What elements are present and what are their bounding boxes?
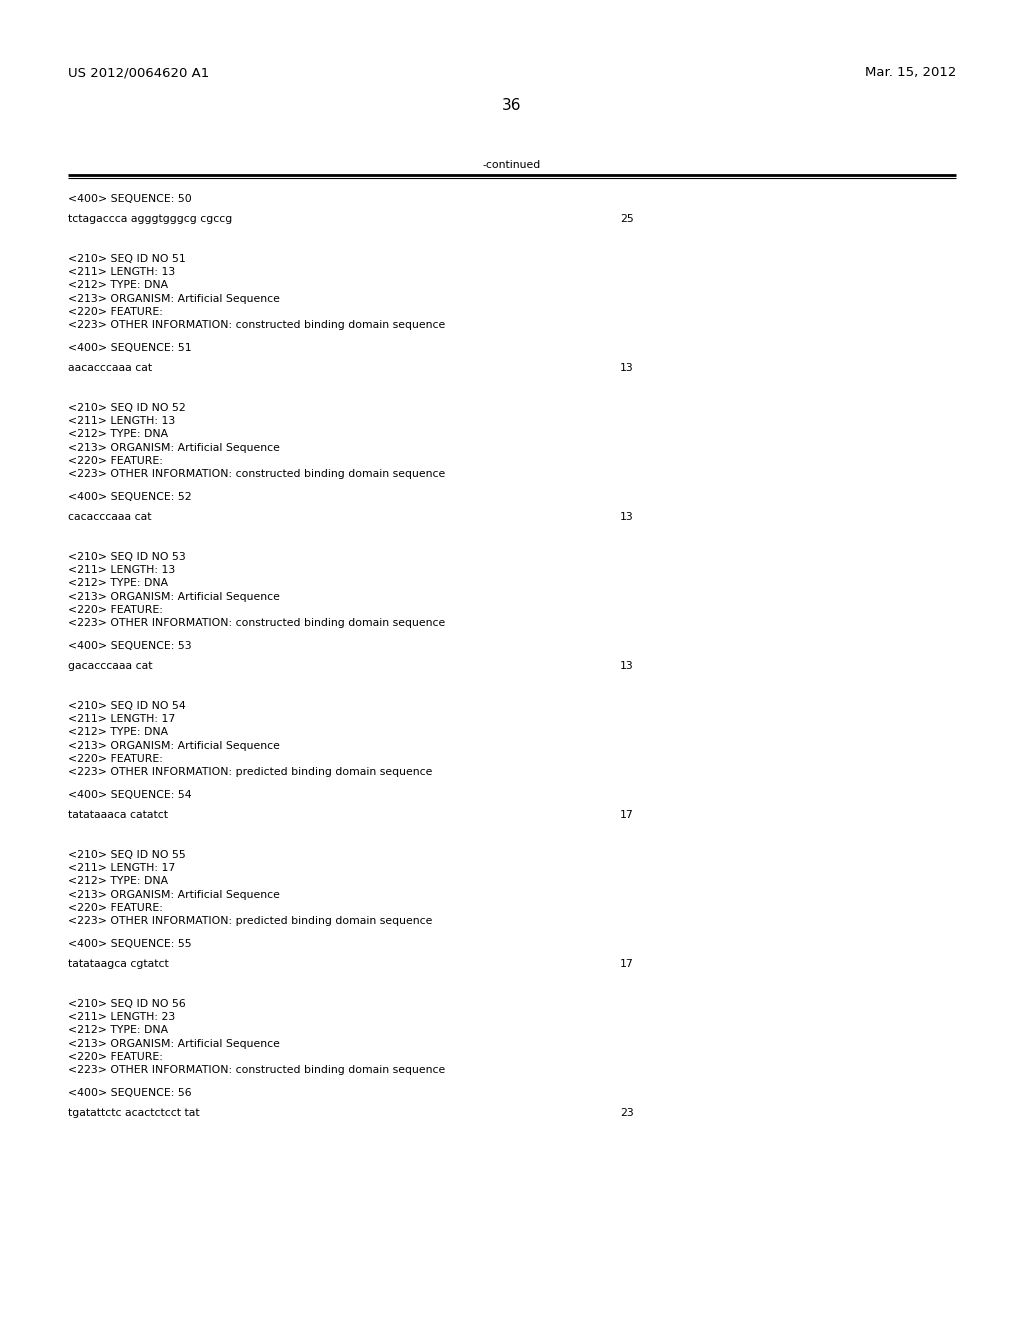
Text: <210> SEQ ID NO 54: <210> SEQ ID NO 54 [68,701,185,710]
Text: <223> OTHER INFORMATION: predicted binding domain sequence: <223> OTHER INFORMATION: predicted bindi… [68,916,432,927]
Text: 23: 23 [620,1107,634,1118]
Text: <211> LENGTH: 17: <211> LENGTH: 17 [68,863,175,873]
Text: <400> SEQUENCE: 50: <400> SEQUENCE: 50 [68,194,191,205]
Text: <210> SEQ ID NO 55: <210> SEQ ID NO 55 [68,850,185,859]
Text: <220> FEATURE:: <220> FEATURE: [68,605,163,615]
Text: <213> ORGANISM: Artificial Sequence: <213> ORGANISM: Artificial Sequence [68,591,280,602]
Text: tgatattctc acactctcct tat: tgatattctc acactctcct tat [68,1107,200,1118]
Text: <212> TYPE: DNA: <212> TYPE: DNA [68,578,168,589]
Text: 17: 17 [620,958,634,969]
Text: <223> OTHER INFORMATION: constructed binding domain sequence: <223> OTHER INFORMATION: constructed bin… [68,618,445,628]
Text: <400> SEQUENCE: 54: <400> SEQUENCE: 54 [68,789,191,800]
Text: 13: 13 [620,363,634,374]
Text: <212> TYPE: DNA: <212> TYPE: DNA [68,280,168,290]
Text: <213> ORGANISM: Artificial Sequence: <213> ORGANISM: Artificial Sequence [68,294,280,304]
Text: <223> OTHER INFORMATION: constructed binding domain sequence: <223> OTHER INFORMATION: constructed bin… [68,1065,445,1076]
Text: <223> OTHER INFORMATION: constructed binding domain sequence: <223> OTHER INFORMATION: constructed bin… [68,470,445,479]
Text: <213> ORGANISM: Artificial Sequence: <213> ORGANISM: Artificial Sequence [68,741,280,751]
Text: <220> FEATURE:: <220> FEATURE: [68,1052,163,1061]
Text: <210> SEQ ID NO 52: <210> SEQ ID NO 52 [68,403,185,413]
Text: <212> TYPE: DNA: <212> TYPE: DNA [68,429,168,440]
Text: <400> SEQUENCE: 56: <400> SEQUENCE: 56 [68,1088,191,1098]
Text: <212> TYPE: DNA: <212> TYPE: DNA [68,1026,168,1035]
Text: tatataaaca catatct: tatataaaca catatct [68,809,168,820]
Text: US 2012/0064620 A1: US 2012/0064620 A1 [68,66,209,79]
Text: <400> SEQUENCE: 52: <400> SEQUENCE: 52 [68,492,191,502]
Text: -continued: -continued [483,160,541,170]
Text: <210> SEQ ID NO 51: <210> SEQ ID NO 51 [68,253,185,264]
Text: tctagaccca agggtgggcg cgccg: tctagaccca agggtgggcg cgccg [68,214,232,224]
Text: <220> FEATURE:: <220> FEATURE: [68,903,163,913]
Text: <220> FEATURE:: <220> FEATURE: [68,754,163,764]
Text: <213> ORGANISM: Artificial Sequence: <213> ORGANISM: Artificial Sequence [68,1039,280,1048]
Text: <400> SEQUENCE: 55: <400> SEQUENCE: 55 [68,939,191,949]
Text: <211> LENGTH: 13: <211> LENGTH: 13 [68,416,175,426]
Text: <223> OTHER INFORMATION: constructed binding domain sequence: <223> OTHER INFORMATION: constructed bin… [68,321,445,330]
Text: Mar. 15, 2012: Mar. 15, 2012 [864,66,956,79]
Text: <211> LENGTH: 23: <211> LENGTH: 23 [68,1012,175,1022]
Text: <220> FEATURE:: <220> FEATURE: [68,308,163,317]
Text: <212> TYPE: DNA: <212> TYPE: DNA [68,727,168,738]
Text: 13: 13 [620,512,634,521]
Text: tatataagca cgtatct: tatataagca cgtatct [68,958,169,969]
Text: cacacccaaa cat: cacacccaaa cat [68,512,152,521]
Text: <400> SEQUENCE: 51: <400> SEQUENCE: 51 [68,343,191,352]
Text: 36: 36 [502,98,522,114]
Text: <211> LENGTH: 13: <211> LENGTH: 13 [68,267,175,277]
Text: <210> SEQ ID NO 56: <210> SEQ ID NO 56 [68,999,185,1008]
Text: 13: 13 [620,661,634,671]
Text: <213> ORGANISM: Artificial Sequence: <213> ORGANISM: Artificial Sequence [68,890,280,900]
Text: <400> SEQUENCE: 53: <400> SEQUENCE: 53 [68,642,191,651]
Text: 17: 17 [620,809,634,820]
Text: <211> LENGTH: 17: <211> LENGTH: 17 [68,714,175,725]
Text: <210> SEQ ID NO 53: <210> SEQ ID NO 53 [68,552,185,562]
Text: 25: 25 [620,214,634,224]
Text: <213> ORGANISM: Artificial Sequence: <213> ORGANISM: Artificial Sequence [68,442,280,453]
Text: <220> FEATURE:: <220> FEATURE: [68,455,163,466]
Text: <223> OTHER INFORMATION: predicted binding domain sequence: <223> OTHER INFORMATION: predicted bindi… [68,767,432,777]
Text: <211> LENGTH: 13: <211> LENGTH: 13 [68,565,175,576]
Text: aacacccaaa cat: aacacccaaa cat [68,363,153,374]
Text: <212> TYPE: DNA: <212> TYPE: DNA [68,876,168,886]
Text: gacacccaaa cat: gacacccaaa cat [68,661,153,671]
